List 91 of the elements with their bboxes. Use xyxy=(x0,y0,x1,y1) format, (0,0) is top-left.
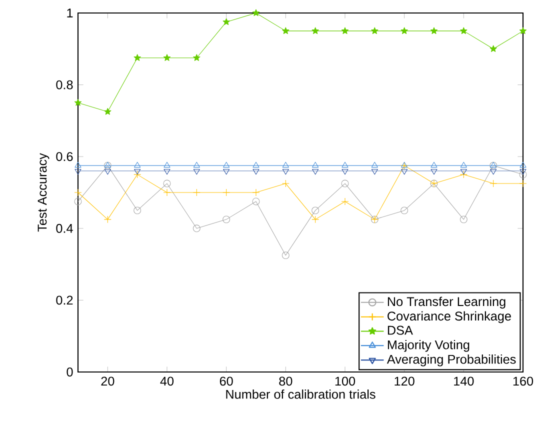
point xyxy=(193,54,200,61)
point xyxy=(134,170,142,178)
point xyxy=(460,168,467,175)
point xyxy=(282,168,289,175)
point xyxy=(430,27,438,34)
point xyxy=(193,162,200,168)
point xyxy=(192,224,200,232)
point xyxy=(312,216,320,224)
point xyxy=(223,168,230,175)
point xyxy=(371,168,378,175)
point xyxy=(193,168,200,175)
point xyxy=(163,54,171,61)
point xyxy=(460,170,468,178)
point xyxy=(401,168,408,175)
point xyxy=(74,188,82,196)
point xyxy=(371,27,378,34)
point xyxy=(104,168,111,175)
x-axis-title: Number of calibration trials xyxy=(226,390,376,399)
x-tick-label: 100 xyxy=(335,376,356,386)
y-tick-label: 0 xyxy=(66,368,73,376)
point xyxy=(519,170,527,178)
point xyxy=(371,162,378,168)
point xyxy=(341,198,349,206)
point xyxy=(74,168,82,175)
point xyxy=(342,168,348,175)
point xyxy=(163,188,171,196)
point xyxy=(74,162,82,168)
x-tick-label: 60 xyxy=(220,376,233,386)
point xyxy=(312,162,319,168)
point xyxy=(192,188,200,196)
point xyxy=(490,180,498,188)
point xyxy=(252,9,260,16)
legend-label: DSA xyxy=(388,326,413,335)
y-tick-label: 1 xyxy=(67,8,73,18)
point xyxy=(400,206,408,214)
x-tick-label: 40 xyxy=(160,376,174,386)
point xyxy=(222,216,230,224)
point xyxy=(252,168,260,175)
point xyxy=(134,162,141,168)
y-tick-label: 0.8 xyxy=(56,80,73,90)
point xyxy=(312,168,319,175)
point xyxy=(252,188,260,196)
point xyxy=(74,198,82,206)
x-tick-label: 80 xyxy=(279,376,292,386)
x-tick-label: 140 xyxy=(454,376,474,386)
point xyxy=(222,18,230,26)
point xyxy=(252,198,260,206)
point xyxy=(312,206,320,214)
y-tick-label: 0.2 xyxy=(56,296,73,305)
point xyxy=(134,168,141,175)
point xyxy=(282,252,290,260)
x-tick-label: 20 xyxy=(101,376,114,386)
point xyxy=(342,162,348,168)
y-axis-title: Test Accuracy xyxy=(38,153,50,232)
point xyxy=(460,27,468,34)
point xyxy=(164,168,170,175)
point xyxy=(282,162,289,168)
legend-label: No Transfer Learning xyxy=(388,296,506,309)
point xyxy=(460,216,468,224)
point xyxy=(341,180,349,188)
point xyxy=(134,54,141,61)
point xyxy=(282,180,290,188)
legend-label: Majority Voting xyxy=(388,340,470,352)
point xyxy=(519,27,527,34)
point xyxy=(222,188,230,196)
point xyxy=(520,162,526,168)
point xyxy=(252,162,260,168)
x-tick-label: 160 xyxy=(513,376,534,386)
point xyxy=(341,27,349,34)
point xyxy=(430,168,438,175)
point xyxy=(223,162,230,168)
point xyxy=(312,27,319,34)
point xyxy=(104,216,112,224)
legend-label: Covariance Shrinkage xyxy=(388,311,511,324)
point xyxy=(164,162,170,168)
legend-label: Averaging Probabilities xyxy=(386,354,516,366)
point xyxy=(520,168,526,175)
point xyxy=(490,168,497,175)
y-tick-label: 0.6 xyxy=(56,152,73,162)
point xyxy=(163,180,171,188)
point xyxy=(460,162,467,168)
point xyxy=(400,27,408,34)
point xyxy=(104,108,112,115)
point xyxy=(282,27,290,34)
point xyxy=(490,45,497,52)
y-tick-label: 0.4 xyxy=(56,224,73,233)
x-tick-label: 120 xyxy=(394,376,414,386)
point xyxy=(430,162,438,168)
point xyxy=(134,206,142,214)
point xyxy=(74,99,82,106)
point xyxy=(519,180,527,188)
